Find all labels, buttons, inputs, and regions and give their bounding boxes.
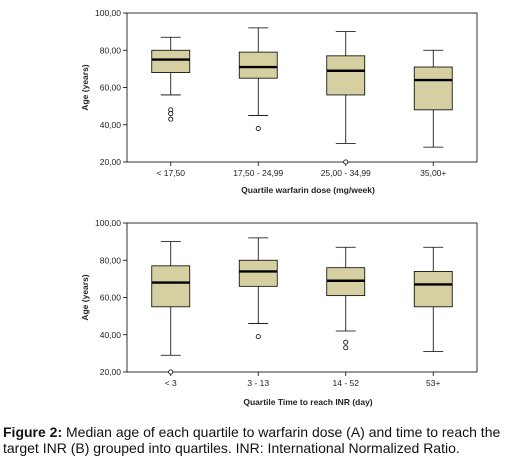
y-tick-label: 80,00 [100, 255, 122, 265]
box-group: 35,00+ [413, 49, 453, 178]
x-tick-label: 35,00+ [420, 168, 446, 178]
x-tick-label: 53+ [426, 378, 440, 388]
x-tick-label: 14 - 52 [333, 378, 360, 388]
box-group: 3 - 13 [238, 237, 278, 388]
x-tick-label: < 3 [165, 378, 177, 388]
outlier-point [255, 125, 261, 131]
x-tick-label: 17,50 - 24,99 [233, 168, 283, 178]
chart-panel-b: 20,00 40,00 60,00 80,00 100,00 Age (years) Qua… [80, 218, 478, 407]
y-tick-label: 100,00 [95, 8, 121, 18]
y-tick-label: 60,00 [100, 83, 122, 93]
x-axis-label: Quartile Time to reach INR (day) [243, 397, 372, 407]
box-group: 53+ [413, 246, 453, 388]
figure-charts: 20,00 40,00 60,00 80,00 100,00 Age (years) Qua… [80, 8, 478, 407]
y-tick-label: 100,00 [95, 218, 121, 228]
y-tick-label: 80,00 [100, 45, 122, 55]
y-axis-label: Age (years) [80, 274, 90, 320]
box-iqr [413, 66, 453, 111]
caption-label: Figure 2: [3, 424, 63, 440]
outlier-point [168, 111, 174, 117]
y-tick-label: 40,00 [100, 330, 122, 340]
box-group: 17,50 - 24,99 [233, 27, 284, 178]
y-tick-label: 40,00 [100, 120, 122, 130]
x-tick-label: < 17,50 [156, 168, 185, 178]
outlier-point [168, 369, 174, 375]
chart-panel-a: 20,00 40,00 60,00 80,00 100,00 Age (years) Qua… [80, 8, 478, 195]
x-tick-label: 3 - 13 [247, 378, 269, 388]
caption-text: Median age of each quartile to warfarin … [3, 424, 501, 456]
outlier-point [343, 339, 349, 345]
box-iqr [151, 265, 191, 308]
y-axis-label: Age (years) [80, 64, 90, 110]
box-iqr [238, 51, 278, 79]
box-iqr [151, 49, 191, 74]
box-group: 25,00 - 34,99 [321, 31, 371, 178]
x-axis-label: Quartile warfarin dose (mg/week) [241, 185, 375, 195]
outlier-point [168, 116, 174, 122]
box-group: < 3 [151, 241, 191, 388]
y-tick-label: 60,00 [100, 293, 122, 303]
box-group: 14 - 52 [326, 246, 366, 388]
box-group: < 17,50 [151, 36, 191, 178]
x-tick-label: 25,00 - 34,99 [321, 168, 371, 178]
y-tick-label: 20,00 [100, 367, 122, 377]
outlier-point [343, 345, 349, 351]
figure-caption: Figure 2: Median age of each quartile to… [3, 424, 527, 456]
y-tick-label: 20,00 [100, 157, 122, 167]
box-iqr [326, 55, 366, 96]
box-iqr [238, 259, 278, 287]
outlier-point [255, 334, 261, 340]
outlier-point [343, 159, 349, 165]
box-iqr [413, 271, 453, 308]
